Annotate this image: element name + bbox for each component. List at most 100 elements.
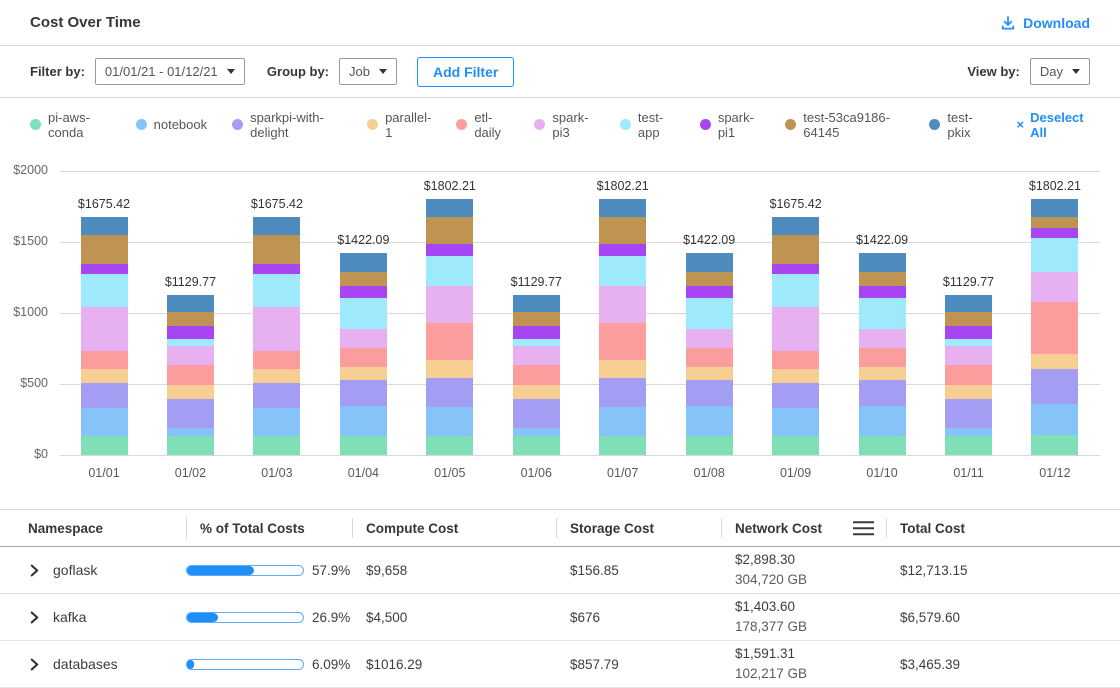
bar-segment-test-app[interactable]	[945, 339, 992, 346]
bar-segment-sparkpi-with-delight[interactable]	[859, 380, 906, 406]
bar-segment-parallel-1[interactable]	[340, 367, 387, 380]
bar-segment-spark-pi3[interactable]	[1031, 272, 1078, 303]
bar-segment-spark-pi1[interactable]	[1031, 228, 1078, 239]
table-row-goflask[interactable]: goflask57.9%$9,658$156.85$2,898.30304,72…	[0, 547, 1120, 594]
bar-segment-sparkpi-with-delight[interactable]	[426, 378, 473, 407]
bar-segment-parallel-1[interactable]	[81, 369, 128, 383]
column-header-storage-cost[interactable]: Storage Cost	[556, 510, 721, 546]
view-by-select[interactable]: Day	[1030, 58, 1090, 85]
group-by-select[interactable]: Job	[339, 58, 397, 85]
legend-item-test-app[interactable]: test-app	[620, 110, 675, 140]
bar-segment-sparkpi-with-delight[interactable]	[167, 399, 214, 428]
bar-segment-sparkpi-with-delight[interactable]	[945, 399, 992, 428]
bar-segment-etl-daily[interactable]	[426, 323, 473, 360]
bar-segment-test-pkix[interactable]	[599, 199, 646, 217]
legend-item-test-53ca9186-64145[interactable]: test-53ca9186-64145	[785, 110, 904, 140]
bar-segment-test-53ca9186-64145[interactable]	[513, 312, 560, 326]
legend-item-notebook[interactable]: notebook	[136, 117, 208, 132]
bar-segment-notebook[interactable]	[599, 407, 646, 436]
bar-segment-spark-pi1[interactable]	[81, 264, 128, 274]
bar-segment-sparkpi-with-delight[interactable]	[686, 380, 733, 406]
bar-segment-spark-pi3[interactable]	[513, 346, 560, 365]
bar-segment-test-app[interactable]	[859, 298, 906, 330]
bar-segment-notebook[interactable]	[426, 407, 473, 436]
table-row-kafka[interactable]: kafka26.9%$4,500$676$1,403.60178,377 GB$…	[0, 594, 1120, 641]
bar-segment-spark-pi1[interactable]	[945, 326, 992, 339]
bar-segment-notebook[interactable]	[772, 408, 819, 436]
legend-item-test-pkix[interactable]: test-pkix	[929, 110, 985, 140]
bar-segment-test-53ca9186-64145[interactable]	[599, 217, 646, 244]
legend-item-pi-aws-conda[interactable]: pi-aws-conda	[30, 110, 111, 140]
bar-segment-spark-pi1[interactable]	[772, 264, 819, 274]
bar-segment-pi-aws-conda[interactable]	[426, 436, 473, 455]
bar-segment-test-53ca9186-64145[interactable]	[253, 235, 300, 264]
bar-segment-spark-pi3[interactable]	[859, 329, 906, 348]
bar-segment-etl-daily[interactable]	[167, 365, 214, 385]
bar-segment-test-app[interactable]	[686, 298, 733, 330]
bar-segment-spark-pi3[interactable]	[599, 286, 646, 323]
bar-segment-spark-pi1[interactable]	[859, 286, 906, 298]
bar-segment-sparkpi-with-delight[interactable]	[81, 383, 128, 409]
bar-segment-test-pkix[interactable]	[945, 295, 992, 313]
table-row-databases[interactable]: databases6.09%$1016.29$857.79$1,591.3110…	[0, 641, 1120, 688]
bar-segment-pi-aws-conda[interactable]	[859, 436, 906, 455]
column-header-compute-cost[interactable]: Compute Cost	[352, 510, 556, 546]
bar-segment-etl-daily[interactable]	[81, 351, 128, 369]
bar-segment-pi-aws-conda[interactable]	[599, 436, 646, 455]
bar-segment-spark-pi3[interactable]	[686, 329, 733, 348]
bar-segment-test-pkix[interactable]	[513, 295, 560, 313]
bar-segment-notebook[interactable]	[686, 406, 733, 436]
bar-segment-spark-pi3[interactable]	[945, 346, 992, 365]
legend-item-spark-pi1[interactable]: spark-pi1	[700, 110, 760, 140]
legend-item-spark-pi3[interactable]: spark-pi3	[534, 110, 594, 140]
column-menu-icon[interactable]	[853, 517, 874, 539]
expand-chevron-icon[interactable]	[28, 564, 41, 577]
bar-segment-parallel-1[interactable]	[1031, 354, 1078, 369]
bar-segment-test-app[interactable]	[772, 274, 819, 308]
bar-segment-test-app[interactable]	[253, 274, 300, 308]
bar-segment-notebook[interactable]	[340, 406, 387, 436]
bar-segment-parallel-1[interactable]	[167, 385, 214, 400]
bar-segment-test-53ca9186-64145[interactable]	[81, 235, 128, 264]
bar-segment-test-53ca9186-64145[interactable]	[1031, 217, 1078, 228]
legend-item-sparkpi-with-delight[interactable]: sparkpi-with-delight	[232, 110, 342, 140]
bar-segment-test-pkix[interactable]	[81, 217, 128, 235]
bar-segment-test-53ca9186-64145[interactable]	[686, 272, 733, 286]
bar-segment-test-53ca9186-64145[interactable]	[426, 217, 473, 244]
bar-segment-sparkpi-with-delight[interactable]	[253, 383, 300, 409]
expand-chevron-icon[interactable]	[28, 658, 41, 671]
bar-segment-test-app[interactable]	[426, 256, 473, 286]
bar-segment-pi-aws-conda[interactable]	[167, 436, 214, 455]
bar-segment-spark-pi1[interactable]	[686, 286, 733, 298]
bar-segment-test-app[interactable]	[599, 256, 646, 286]
date-range-select[interactable]: 01/01/21 - 01/12/21	[95, 58, 245, 85]
bar-segment-parallel-1[interactable]	[772, 369, 819, 383]
bar-segment-parallel-1[interactable]	[426, 360, 473, 378]
bar-segment-pi-aws-conda[interactable]	[81, 436, 128, 455]
bar-segment-etl-daily[interactable]	[253, 351, 300, 369]
bar-segment-pi-aws-conda[interactable]	[1031, 435, 1078, 455]
bar-segment-notebook[interactable]	[253, 408, 300, 436]
bar-segment-spark-pi1[interactable]	[167, 326, 214, 339]
bar-segment-etl-daily[interactable]	[340, 348, 387, 367]
bar-segment-spark-pi3[interactable]	[426, 286, 473, 323]
bar-segment-parallel-1[interactable]	[859, 367, 906, 380]
bar-segment-parallel-1[interactable]	[513, 385, 560, 400]
bar-segment-notebook[interactable]	[513, 428, 560, 436]
bar-segment-test-app[interactable]	[1031, 238, 1078, 272]
bar-segment-parallel-1[interactable]	[945, 385, 992, 400]
bar-segment-spark-pi1[interactable]	[599, 244, 646, 256]
bar-segment-etl-daily[interactable]	[686, 348, 733, 367]
bar-segment-sparkpi-with-delight[interactable]	[513, 399, 560, 428]
bar-segment-notebook[interactable]	[81, 408, 128, 436]
bar-segment-spark-pi1[interactable]	[253, 264, 300, 274]
bar-segment-spark-pi1[interactable]	[340, 286, 387, 298]
bar-segment-etl-daily[interactable]	[513, 365, 560, 385]
bar-segment-parallel-1[interactable]	[686, 367, 733, 380]
deselect-all-button[interactable]: ×Deselect All	[1017, 110, 1090, 140]
legend-item-etl-daily[interactable]: etl-daily	[456, 110, 509, 140]
bar-segment-parallel-1[interactable]	[253, 369, 300, 383]
bar-segment-pi-aws-conda[interactable]	[513, 436, 560, 455]
bar-segment-spark-pi3[interactable]	[340, 329, 387, 348]
legend-item-parallel-1[interactable]: parallel-1	[367, 110, 431, 140]
